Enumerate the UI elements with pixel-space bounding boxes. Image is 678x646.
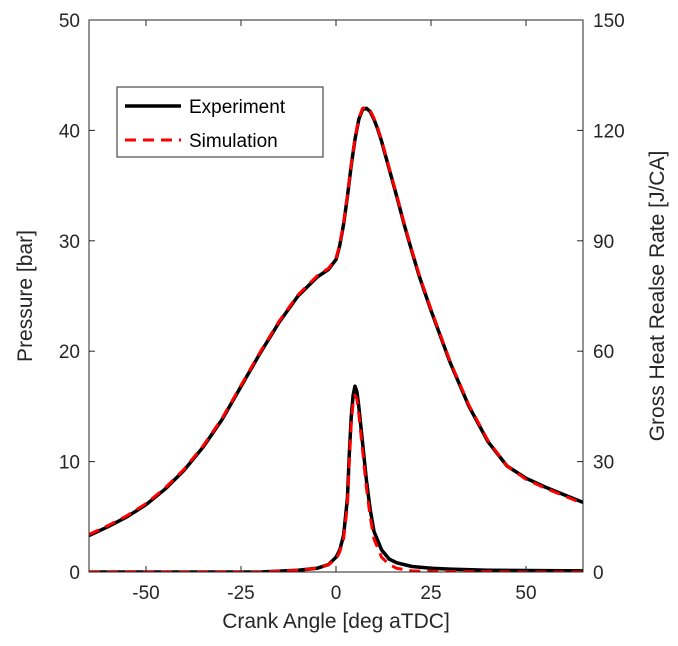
tick-labels: -50 -25 0 25 50 0 10 20 30 40 50 0 30 60 90 120 150	[59, 11, 625, 604]
y2-tick-label: 90	[593, 232, 614, 253]
plot-lines	[89, 105, 583, 572]
tick-marks	[89, 19, 583, 573]
y2-axis-title: Gross Heat Realse Rate [J/CA]	[646, 151, 669, 442]
x-tick-label: -50	[132, 583, 159, 604]
y-tick-label: 10	[59, 453, 80, 474]
heat-release-experiment-line	[89, 384, 583, 572]
y2-tick-label: 120	[593, 121, 625, 142]
y2-tick-label: 150	[593, 11, 625, 32]
y-tick-label: 30	[59, 232, 80, 253]
y-tick-label: 50	[59, 11, 80, 32]
y-tick-label: 40	[59, 121, 80, 142]
y2-tick-label: 60	[593, 342, 614, 363]
legend: Experiment Simulation	[116, 86, 324, 158]
y-tick-label: 20	[59, 342, 80, 363]
x-tick-label: 50	[515, 583, 536, 604]
x-axis-title: Crank Angle [deg aTDC]	[222, 610, 450, 633]
heat-release-simulation-line	[89, 393, 583, 572]
legend-label-experiment: Experiment	[189, 97, 286, 118]
x-tick-label: 25	[420, 583, 441, 604]
y-tick-label: 0	[69, 563, 80, 584]
legend-box	[116, 86, 324, 158]
y2-tick-label: 0	[593, 563, 604, 584]
x-tick-label: -25	[227, 583, 254, 604]
y2-tick-label: 30	[593, 453, 614, 474]
x-tick-label: 0	[331, 583, 342, 604]
y-axis-title: Pressure [bar]	[14, 230, 37, 362]
pressure-simulation-line	[89, 105, 583, 536]
pressure-experiment-line	[89, 106, 583, 538]
legend-label-simulation: Simulation	[189, 131, 278, 152]
